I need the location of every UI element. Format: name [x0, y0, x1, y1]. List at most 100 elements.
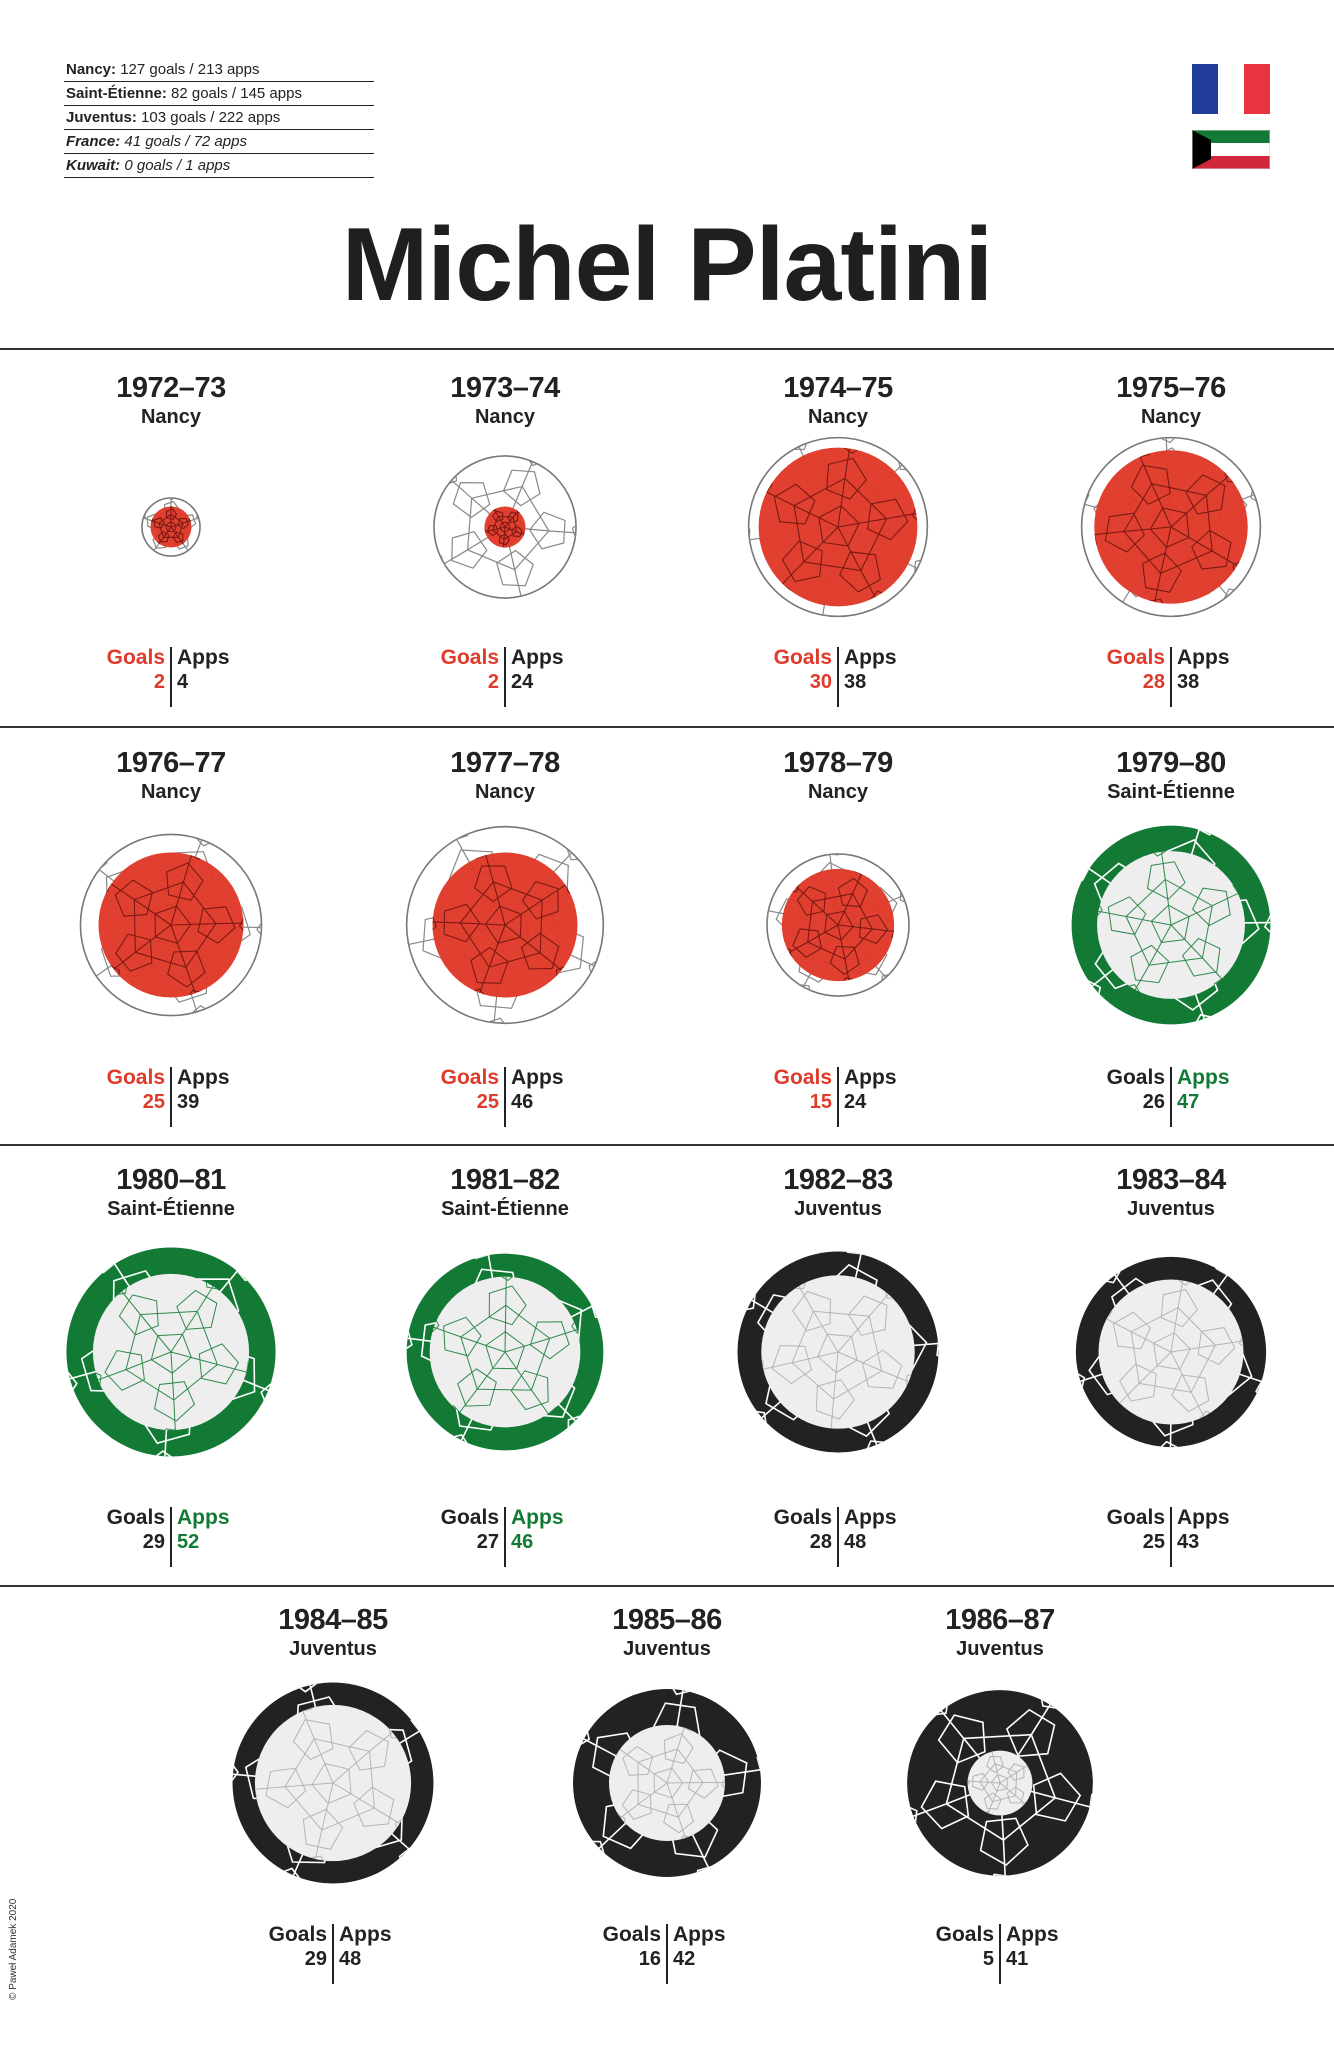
- apps-ball-panel: [457, 1253, 508, 1260]
- goals-ball-seam: [170, 1311, 198, 1353]
- goals-ball-panel: [104, 1349, 145, 1391]
- goals-ball-panel: [1238, 1321, 1244, 1359]
- stats-divider: [1170, 647, 1172, 707]
- apps-ball-panel: [452, 481, 491, 519]
- season-header: 1981–82 Saint-Étienne: [345, 1164, 665, 1220]
- goals-ball-seam: [504, 1351, 532, 1391]
- goals-ball-seam: [837, 924, 846, 960]
- goals-label: Goals: [602, 1923, 661, 1946]
- apps-ball-panel: [1184, 1013, 1236, 1025]
- goals-ball-seam: [459, 922, 490, 968]
- goals-ball-seam: [284, 1786, 323, 1831]
- goals-ball-seam: [1148, 924, 1172, 966]
- kuwait-flag: [1192, 130, 1270, 169]
- goals-column: Goals 25: [107, 1065, 165, 1115]
- goals-ball-seam: [837, 893, 854, 926]
- goals-ball-seam: [791, 1311, 814, 1363]
- goals-ball-seam: [837, 526, 862, 571]
- apps-label: Apps: [1177, 1066, 1230, 1089]
- apps-ball-panel: [496, 549, 534, 587]
- goals-ball-panel: [457, 988, 495, 998]
- france-flag: [1192, 64, 1270, 114]
- apps-ball-panel: [571, 514, 577, 551]
- goals-ball-seam: [163, 526, 172, 538]
- season-balls: [141, 497, 201, 557]
- goals-ball-seam: [284, 1782, 334, 1788]
- goals-ball-panel: [663, 1803, 695, 1834]
- season-club: Juventus: [794, 1198, 882, 1220]
- goals-ball-panel: [1107, 896, 1147, 935]
- season-club: Juventus: [1127, 1198, 1215, 1220]
- goals-value: 2: [153, 671, 165, 693]
- goals-ball-panel: [488, 1285, 527, 1326]
- apps-ball-panel: [559, 826, 604, 861]
- goals-ball-seam: [1177, 1279, 1186, 1308]
- goals-ball-seam: [480, 852, 494, 883]
- goals-ball-seam: [549, 1324, 581, 1339]
- goals-ball-panel: [521, 881, 559, 920]
- goals-ball-seam: [803, 526, 839, 563]
- apps-ball-panel: [502, 469, 541, 507]
- goals-ball-panel: [1104, 512, 1145, 553]
- goals-ball-seam: [311, 1829, 323, 1862]
- goals-value: 28: [1142, 671, 1165, 693]
- goals-ball-seam: [170, 924, 187, 968]
- goals-label: Goals: [268, 1923, 327, 1946]
- goals-value: 2: [487, 671, 499, 693]
- goals-column: Goals 28: [1107, 645, 1165, 695]
- goals-ball-seam: [332, 1750, 370, 1784]
- goals-ball-seam: [1151, 483, 1207, 496]
- apps-label: Apps: [177, 1066, 230, 1089]
- apps-column: Apps 38: [844, 645, 897, 695]
- goals-ball-seam: [677, 1748, 704, 1783]
- apps-value: 42: [673, 1948, 696, 1970]
- goals-ball-pattern: [781, 868, 895, 982]
- goals-ball-panel: [912, 491, 918, 533]
- goals-value: 5: [982, 1948, 994, 1970]
- season-year: 1978–79: [783, 747, 893, 779]
- goals-ball-seam: [492, 881, 506, 926]
- goals-ball-seam: [886, 509, 918, 520]
- goals-ball-seam: [1123, 531, 1162, 574]
- season-stats: Goals 29 Apps 52: [11, 1505, 331, 1569]
- goals-ball-seam: [477, 1388, 532, 1391]
- goals-ball-panel: [510, 1370, 549, 1411]
- goals-ball-panel: [1191, 887, 1231, 927]
- goals-ball-seam: [460, 1336, 506, 1353]
- apps-column: Apps 42: [673, 1922, 726, 1972]
- goals-ball-panel: [176, 1289, 218, 1330]
- stats-divider: [1170, 1507, 1172, 1567]
- goals-ball-seam: [1160, 550, 1213, 574]
- goals-label: Goals: [935, 1923, 994, 1946]
- goals-ball-seam: [844, 928, 873, 960]
- apps-value: 38: [844, 671, 867, 693]
- apps-ball-panel: [1143, 437, 1191, 444]
- goals-column: Goals 15: [774, 1065, 832, 1115]
- legend-row: Juventus: 103 goals / 222 apps: [64, 106, 374, 130]
- goals-value: 27: [476, 1531, 499, 1553]
- apps-ball-panel: [936, 1315, 939, 1370]
- season-year: 1974–75: [783, 372, 893, 404]
- goals-ball-seam: [812, 1311, 839, 1353]
- goals-ball-panel: [817, 1333, 858, 1374]
- season-header: 1985–86 Juventus: [507, 1604, 827, 1660]
- goals-ball-seam: [173, 1399, 177, 1431]
- goals-ball-seam: [182, 518, 192, 524]
- season-year: 1982–83: [783, 1164, 893, 1196]
- goals-ball-seam: [125, 1351, 172, 1371]
- goals-ball-seam: [793, 477, 846, 507]
- season-year: 1977–78: [450, 747, 560, 779]
- goals-ball-seam: [1164, 879, 1172, 926]
- season-club: Juventus: [289, 1638, 377, 1660]
- goals-ball-panel: [792, 928, 823, 958]
- goals-ball-seam: [1151, 483, 1172, 528]
- goals-ball-seam: [985, 1801, 994, 1816]
- goals-ball-seam: [791, 1351, 839, 1364]
- goals-ball-seam: [1158, 851, 1166, 880]
- goals-ball-seam: [295, 1704, 315, 1739]
- goals-ball-seam: [158, 513, 172, 524]
- goals-ball-panel: [470, 946, 509, 984]
- goals-ball-panel: [1097, 889, 1103, 929]
- season-year: 1983–84: [1116, 1164, 1226, 1196]
- goals-ball-panel: [487, 1276, 527, 1282]
